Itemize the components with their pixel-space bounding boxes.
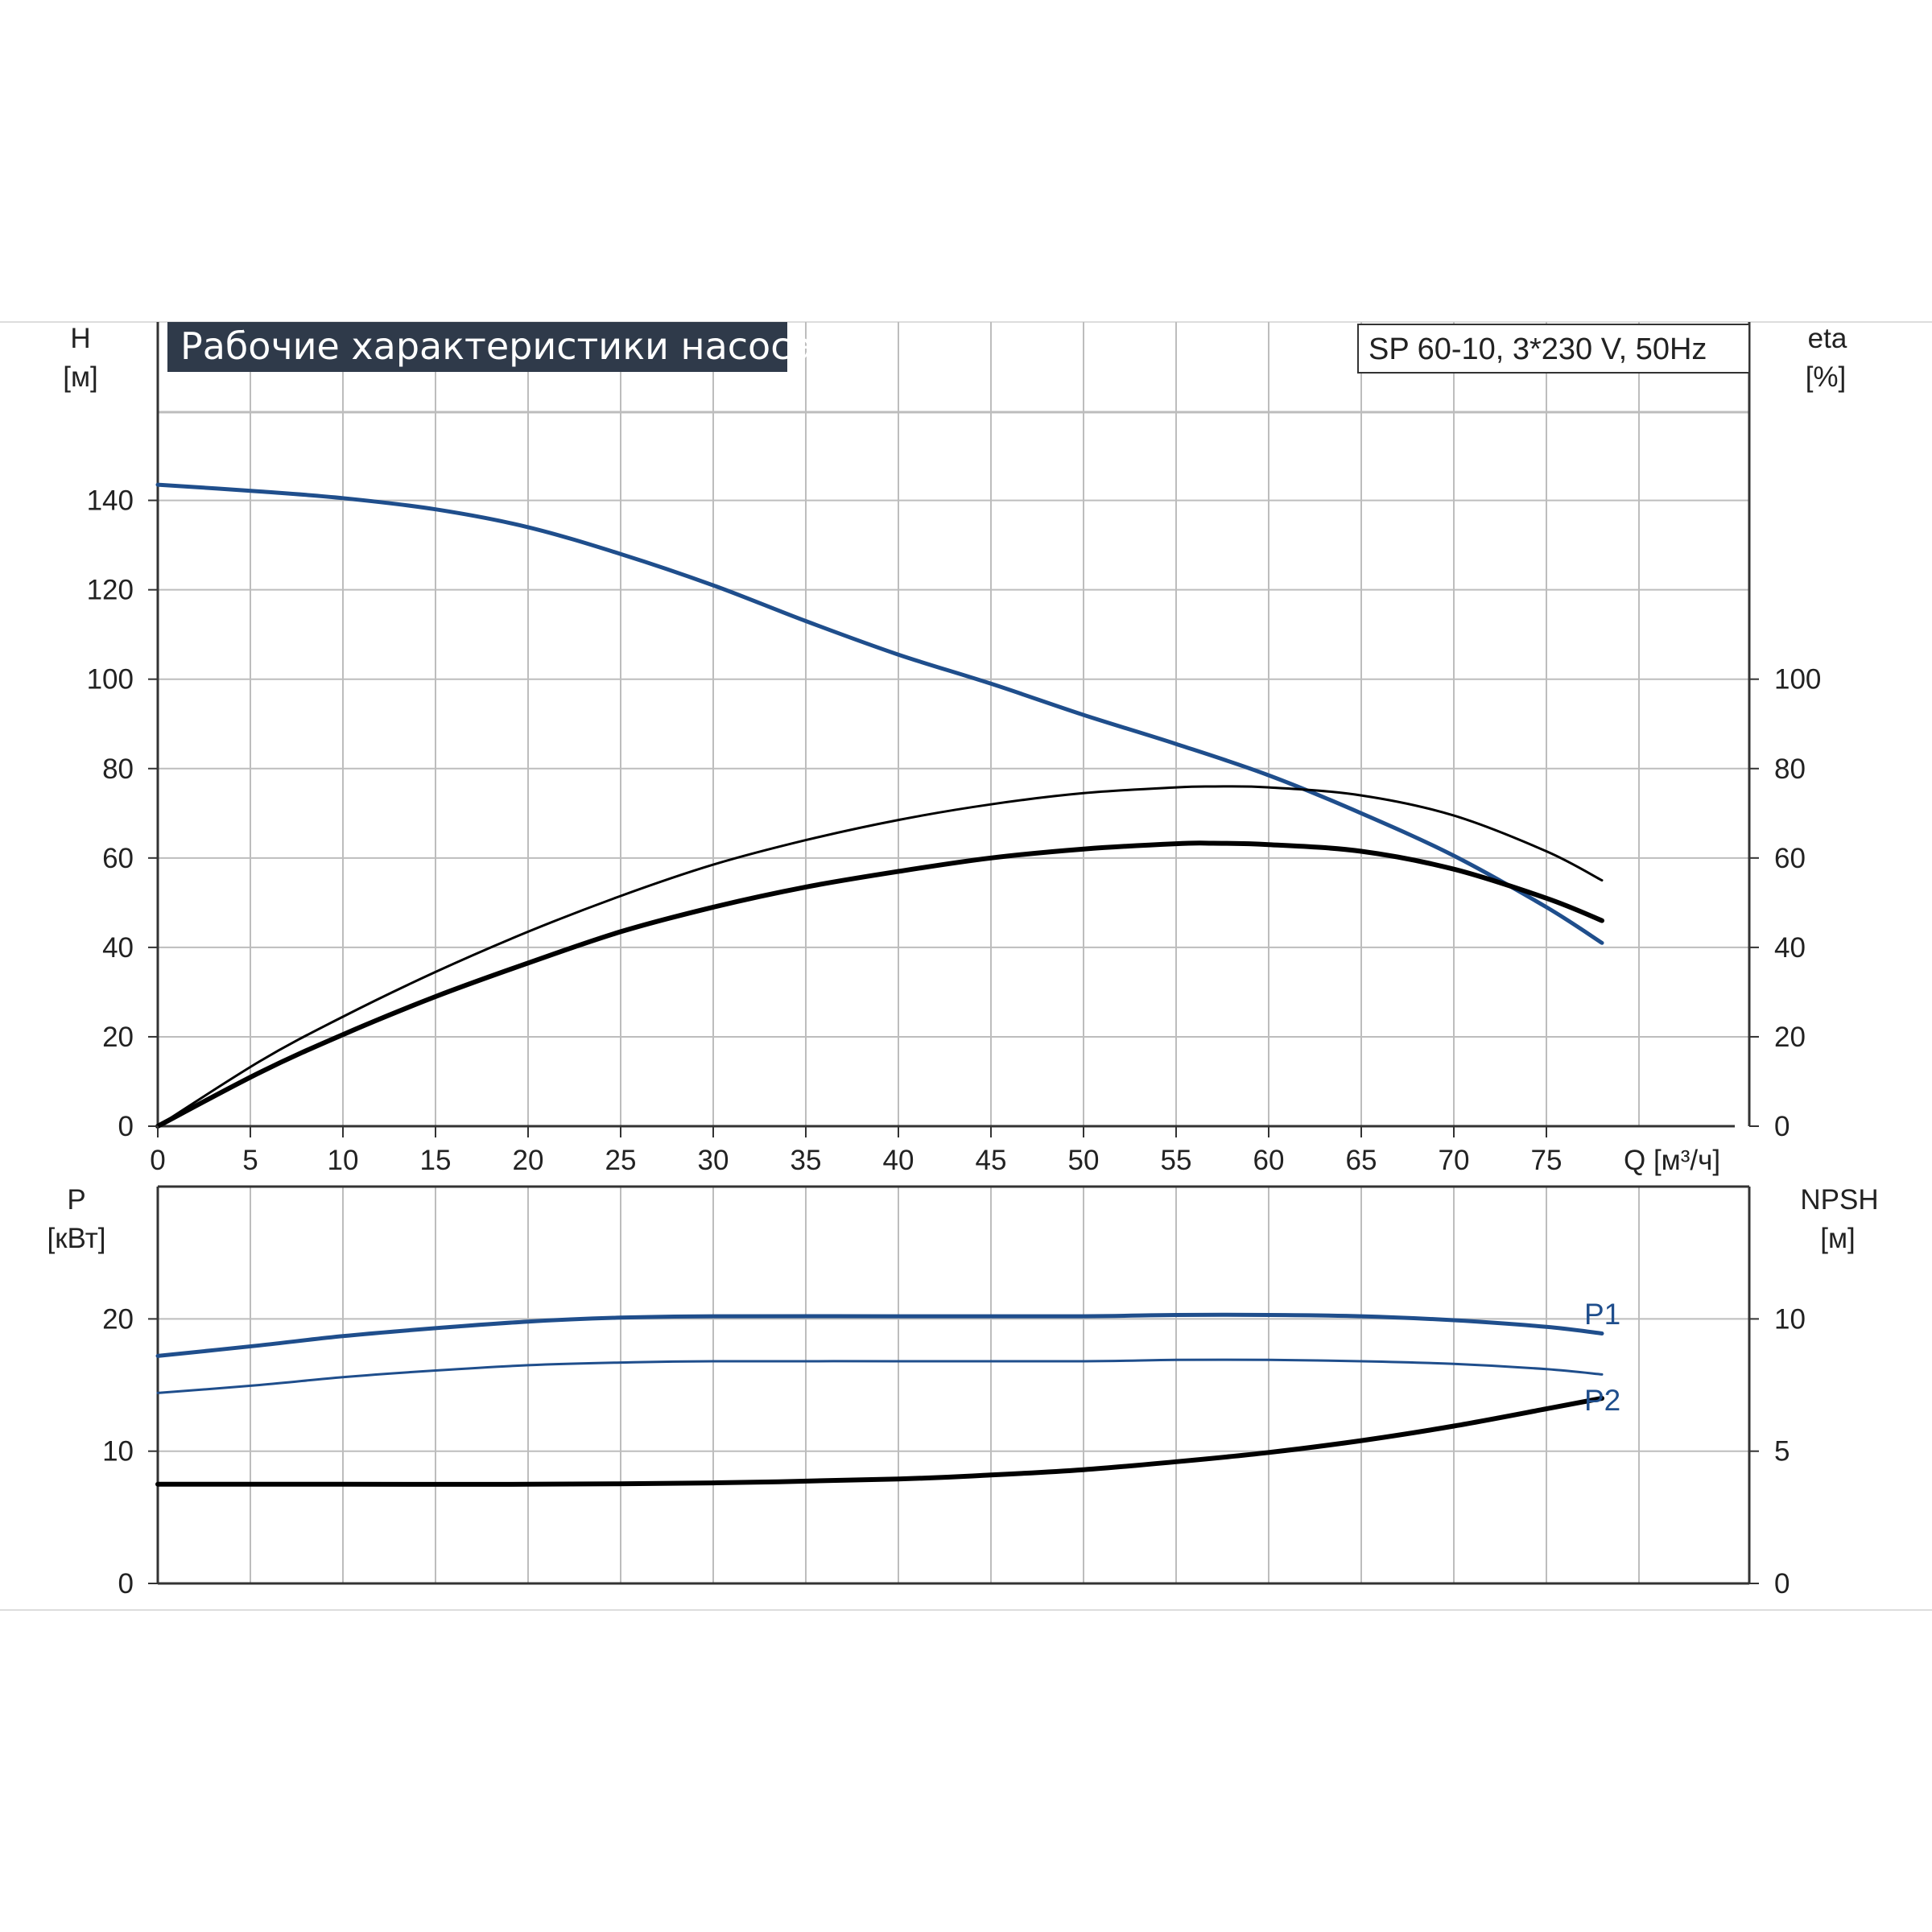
eta-curve [156, 785, 1604, 1128]
top-ticks: 0 20 40 60 80 100 120 140 0 20 40 60 80 100 0 5 10 15 20 25… [87, 485, 1822, 1176]
top-grid [156, 322, 1751, 1128]
left-tick-label: 20 [102, 1022, 134, 1053]
p-axis-unit: [кВт] [47, 1223, 106, 1254]
x-tick-label: 15 [420, 1145, 452, 1176]
right-tick-label: 60 [1774, 843, 1806, 874]
h-axis-unit: [м] [63, 361, 98, 393]
x-tick-label: 60 [1253, 1145, 1285, 1176]
p-axis-label: P [67, 1184, 85, 1216]
left-tick-label: 100 [87, 664, 134, 696]
bottom-series [155, 1312, 1604, 1487]
p2-curve [156, 1358, 1604, 1394]
right-tick-label: 100 [1774, 664, 1821, 696]
chart-title: Рабочие характеристики насоса [180, 324, 814, 368]
x-tick-label: 55 [1161, 1145, 1192, 1176]
p-tick-label: 20 [102, 1303, 134, 1335]
x-tick-label: 45 [976, 1145, 1007, 1176]
top-series [155, 482, 1604, 1129]
left-tick-label: 80 [102, 753, 134, 785]
q-axis-label: Q [м³/ч] [1624, 1145, 1720, 1176]
x-tick-label: 65 [1346, 1145, 1377, 1176]
right-tick-label: 20 [1774, 1022, 1806, 1053]
left-tick-label: 0 [118, 1111, 134, 1142]
right-tick-label: 40 [1774, 932, 1806, 964]
title-box [167, 322, 787, 372]
p1-series-label: P1 [1584, 1298, 1620, 1331]
model-label: SP 60-10, 3*230 V, 50Hz [1368, 332, 1707, 366]
npsh-tick-label: 0 [1774, 1568, 1790, 1600]
x-tick-label: 40 [883, 1145, 914, 1176]
p2-series-label: P2 [1584, 1384, 1620, 1417]
npsh-curve [155, 1396, 1604, 1487]
x-tick-label: 25 [605, 1145, 637, 1176]
x-tick-label: 35 [791, 1145, 822, 1176]
h-axis-label: H [70, 323, 90, 354]
x-tick-label: 30 [698, 1145, 729, 1176]
x-tick-label: 5 [242, 1145, 258, 1176]
right-tick-label: 0 [1774, 1111, 1790, 1142]
p1-curve [155, 1312, 1604, 1358]
x-tick-label: 10 [328, 1145, 359, 1176]
npsh-axis-label: NPSH [1800, 1184, 1878, 1216]
p-tick-label: 0 [118, 1568, 134, 1600]
npsh-tick-label: 10 [1774, 1303, 1806, 1335]
h-curve [155, 482, 1604, 945]
x-tick-label: 0 [150, 1145, 165, 1176]
left-tick-label: 140 [87, 485, 134, 517]
npsh-tick-label: 5 [1774, 1436, 1790, 1468]
x-tick-label: 20 [513, 1145, 544, 1176]
eta-pump-curve [155, 840, 1604, 1129]
right-tick-label: 80 [1774, 753, 1806, 785]
model-box [1357, 324, 1750, 374]
p-tick-label: 10 [102, 1436, 134, 1468]
eta-axis-label: eta [1808, 323, 1847, 354]
x-tick-label: 50 [1068, 1145, 1100, 1176]
bottom-grid [156, 1185, 1751, 1585]
eta-axis-unit: [%] [1806, 361, 1847, 393]
left-tick-label: 40 [102, 932, 134, 964]
x-tick-label: 70 [1439, 1145, 1470, 1176]
x-tick-label: 75 [1531, 1145, 1563, 1176]
left-tick-label: 60 [102, 843, 134, 874]
npsh-axis-unit: [м] [1820, 1223, 1856, 1254]
bottom-ticks: 0 10 20 0 5 10 [102, 1303, 1806, 1600]
left-tick-label: 120 [87, 575, 134, 606]
